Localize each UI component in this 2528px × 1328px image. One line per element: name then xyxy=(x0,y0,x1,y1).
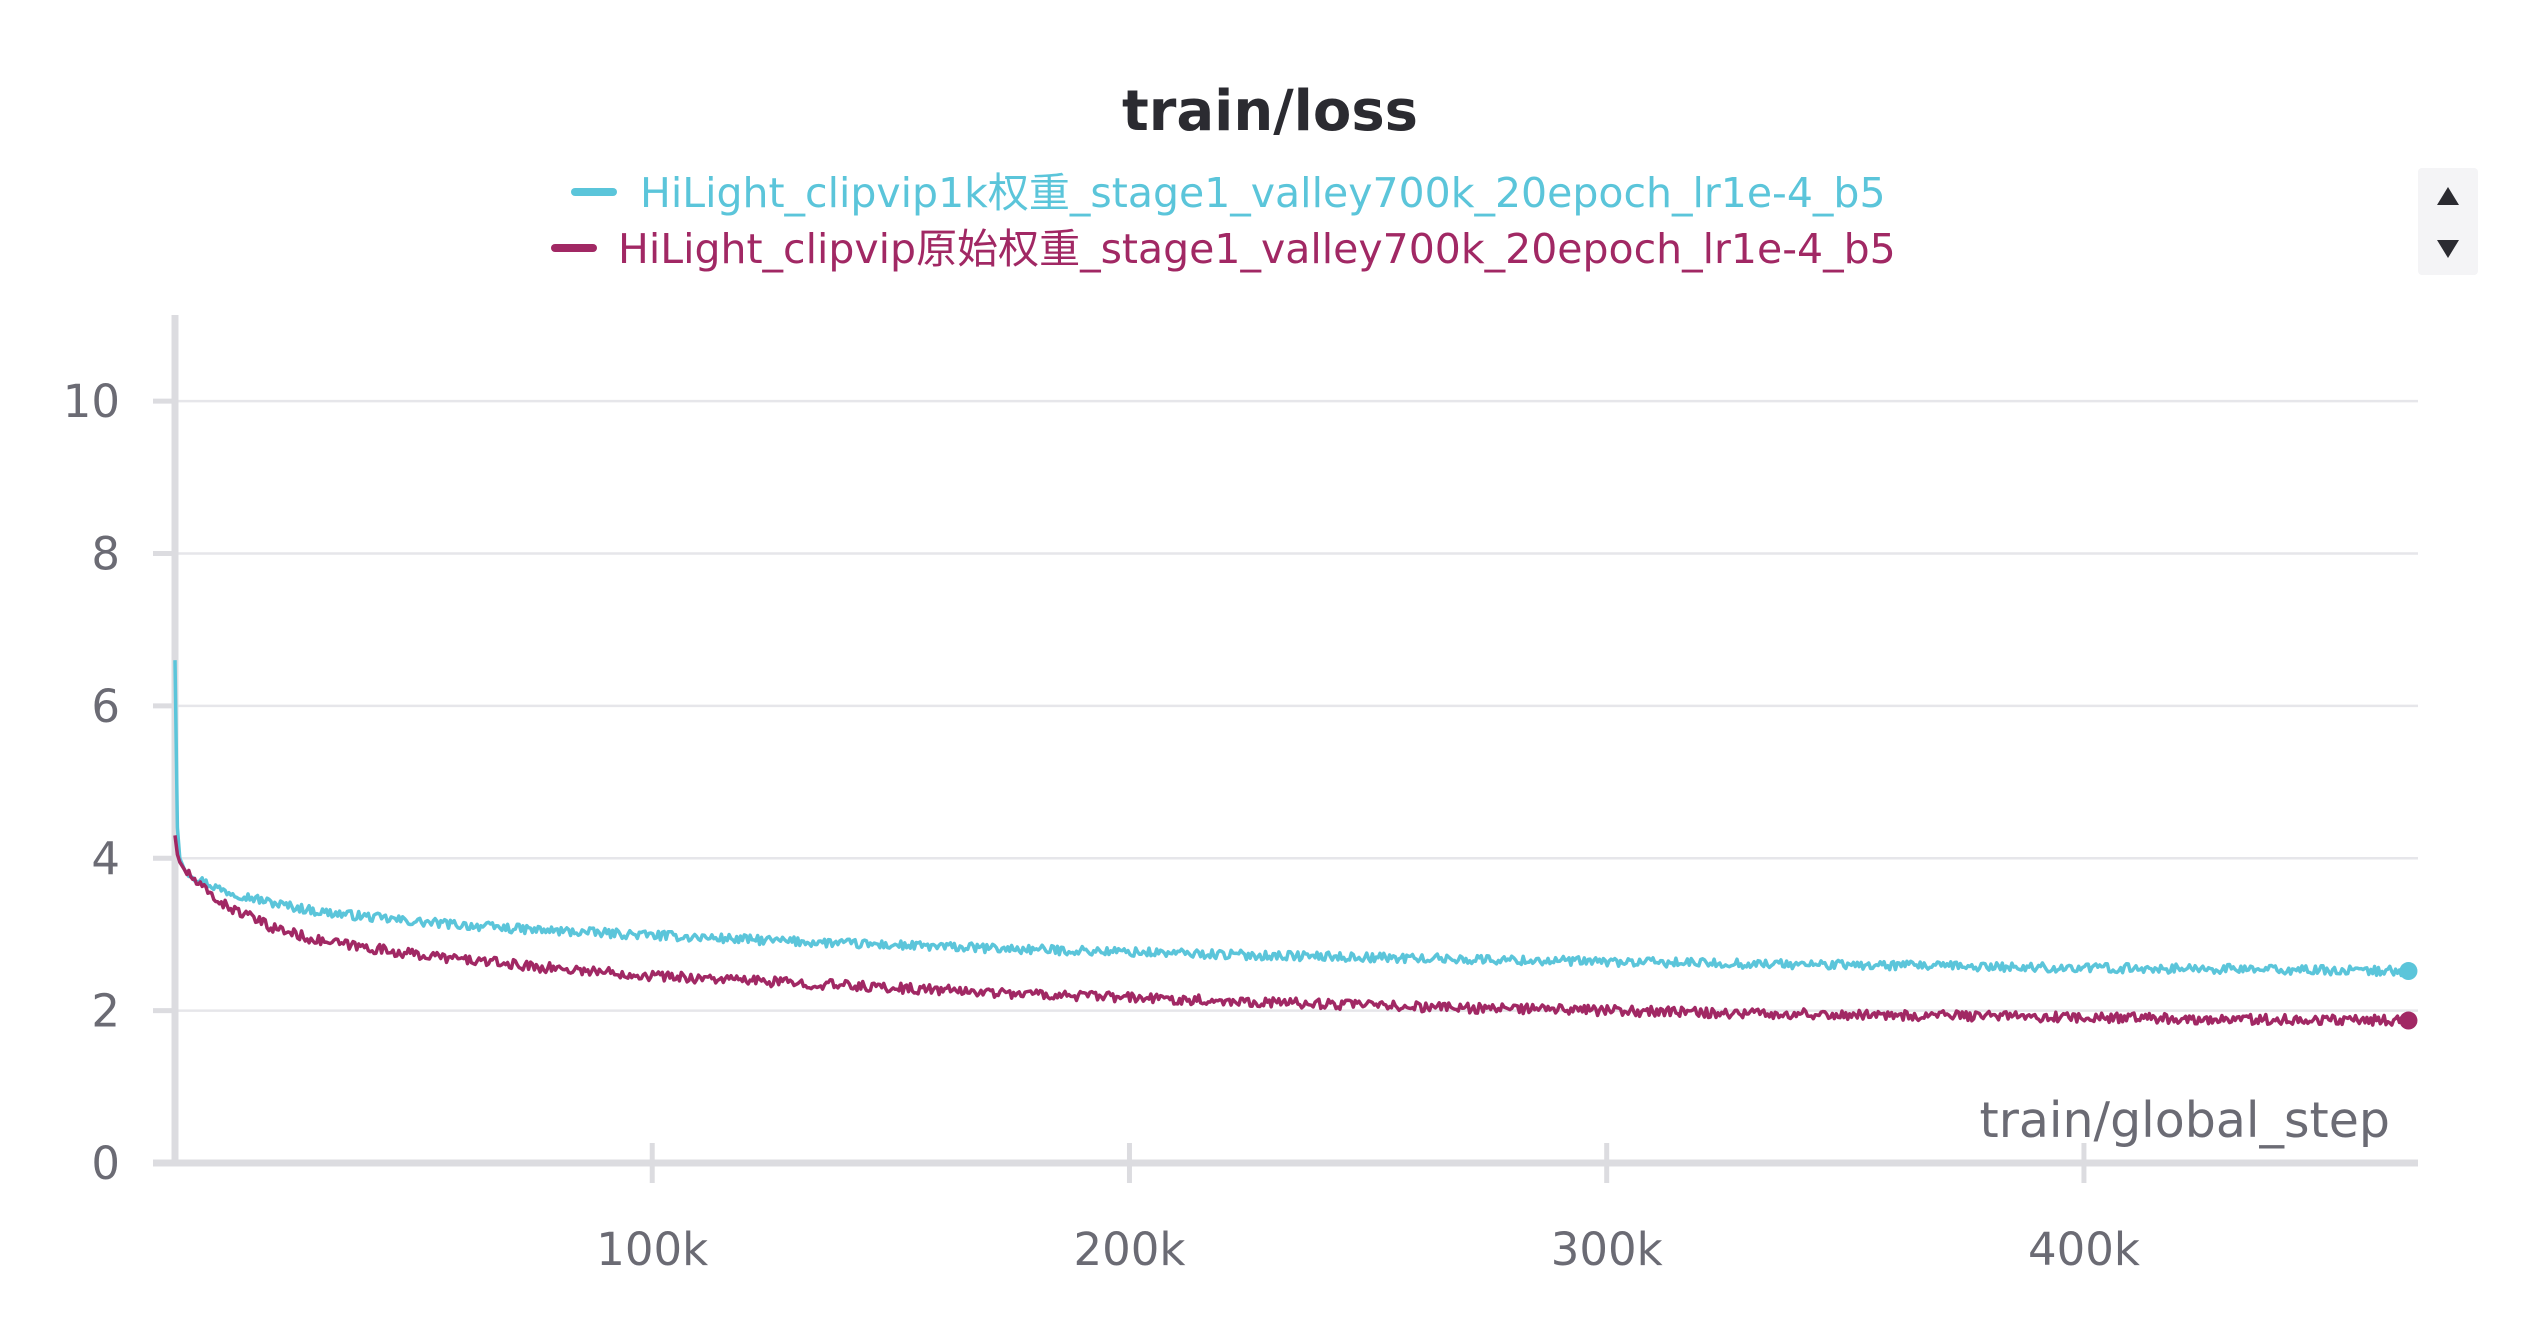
series-lines xyxy=(173,660,2418,1030)
x-tick-label-100k: 100k xyxy=(596,1223,708,1276)
series-line-1 xyxy=(173,660,2410,978)
y-tick-label-2: 2 xyxy=(91,985,120,1038)
x-tick-label-300k: 300k xyxy=(1551,1223,1663,1276)
x-tick-label-400k: 400k xyxy=(2028,1223,2140,1276)
legend-label-series-2: HiLight_clipvip原始权重_stage1_valley700k_20… xyxy=(618,225,1896,273)
series-line-2 xyxy=(173,835,2410,1028)
legend: HiLight_clipvip1k权重_stage1_valley700k_20… xyxy=(551,169,1896,273)
chart-title: train/loss xyxy=(1122,79,1418,144)
x-axis-title: train/global_step xyxy=(1980,1092,2391,1149)
legend-label-series-1: HiLight_clipvip1k权重_stage1_valley700k_20… xyxy=(640,169,1886,217)
x-tick-label-200k: 200k xyxy=(1073,1223,1185,1276)
gridlines xyxy=(175,399,2418,1012)
legend-scroll-panel xyxy=(2418,168,2478,275)
y-tick-label-0: 0 xyxy=(91,1137,120,1190)
x-axis-ticks: 100k 200k 300k 400k xyxy=(596,1143,2140,1276)
y-axis-ticks: 0 2 4 6 8 10 xyxy=(63,375,175,1190)
y-tick-label-10: 10 xyxy=(63,375,120,428)
axes xyxy=(153,315,2418,1167)
scroll-down-arrow-icon[interactable] xyxy=(2437,240,2459,258)
y-tick-label-4: 4 xyxy=(91,832,120,885)
y-tick-label-6: 6 xyxy=(91,680,120,733)
series-endpoint-2 xyxy=(2399,1011,2418,1030)
scroll-up-arrow-icon[interactable] xyxy=(2437,187,2459,205)
series-endpoint-1 xyxy=(2399,962,2418,981)
legend-scroller xyxy=(2418,168,2478,275)
y-tick-label-8: 8 xyxy=(91,528,120,581)
